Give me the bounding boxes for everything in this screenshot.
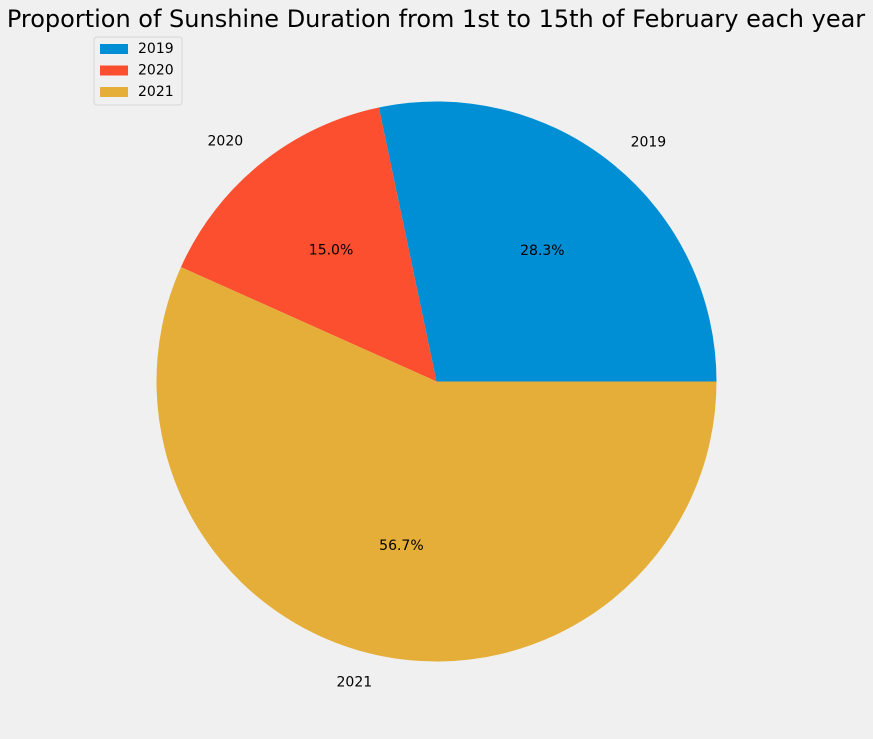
- legend: 2019 2020 2021: [93, 36, 183, 106]
- legend-swatch-2020: [100, 65, 128, 76]
- legend-swatch-2019: [100, 44, 128, 54]
- slice-label-2020: 2020: [208, 134, 244, 150]
- legend-label-2021: 2021: [138, 84, 174, 100]
- pie-slice-2021: [156, 267, 717, 662]
- pie-slice-2019: [378, 101, 717, 382]
- chart-title: Proportion of Sunshine Duration from 1st…: [7, 5, 865, 33]
- slice-label-2021: 2021: [337, 675, 373, 691]
- percent-label-2021: 56.7%: [379, 538, 423, 554]
- slice-label-2019: 2019: [631, 134, 667, 150]
- legend-label-2019: 2019: [138, 41, 174, 57]
- pie-slices: [156, 101, 717, 662]
- percent-label-2020: 15.0%: [309, 243, 353, 259]
- legend-label-2020: 2020: [138, 63, 174, 79]
- percent-label-2019: 28.3%: [520, 243, 564, 259]
- pie-labels: 2019 28.3% 2020 15.0% 2021 56.7%: [208, 134, 667, 691]
- legend-swatch-2021: [100, 87, 128, 97]
- pie-slice-2020: [180, 107, 437, 382]
